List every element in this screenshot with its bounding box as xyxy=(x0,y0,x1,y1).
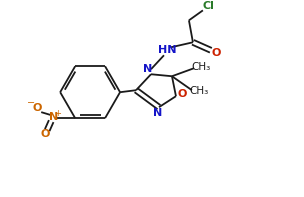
Text: N: N xyxy=(143,64,153,74)
Text: CH₃: CH₃ xyxy=(191,62,211,72)
Text: N: N xyxy=(49,112,58,122)
Text: −: − xyxy=(27,98,35,108)
Text: Cl: Cl xyxy=(203,1,215,11)
Text: O: O xyxy=(40,129,50,139)
Text: O: O xyxy=(177,89,187,99)
Text: CH₃: CH₃ xyxy=(189,86,209,96)
Text: O: O xyxy=(33,103,42,113)
Text: HN: HN xyxy=(158,45,176,55)
Text: O: O xyxy=(211,48,221,58)
Text: N: N xyxy=(153,108,163,118)
Text: +: + xyxy=(54,109,60,118)
